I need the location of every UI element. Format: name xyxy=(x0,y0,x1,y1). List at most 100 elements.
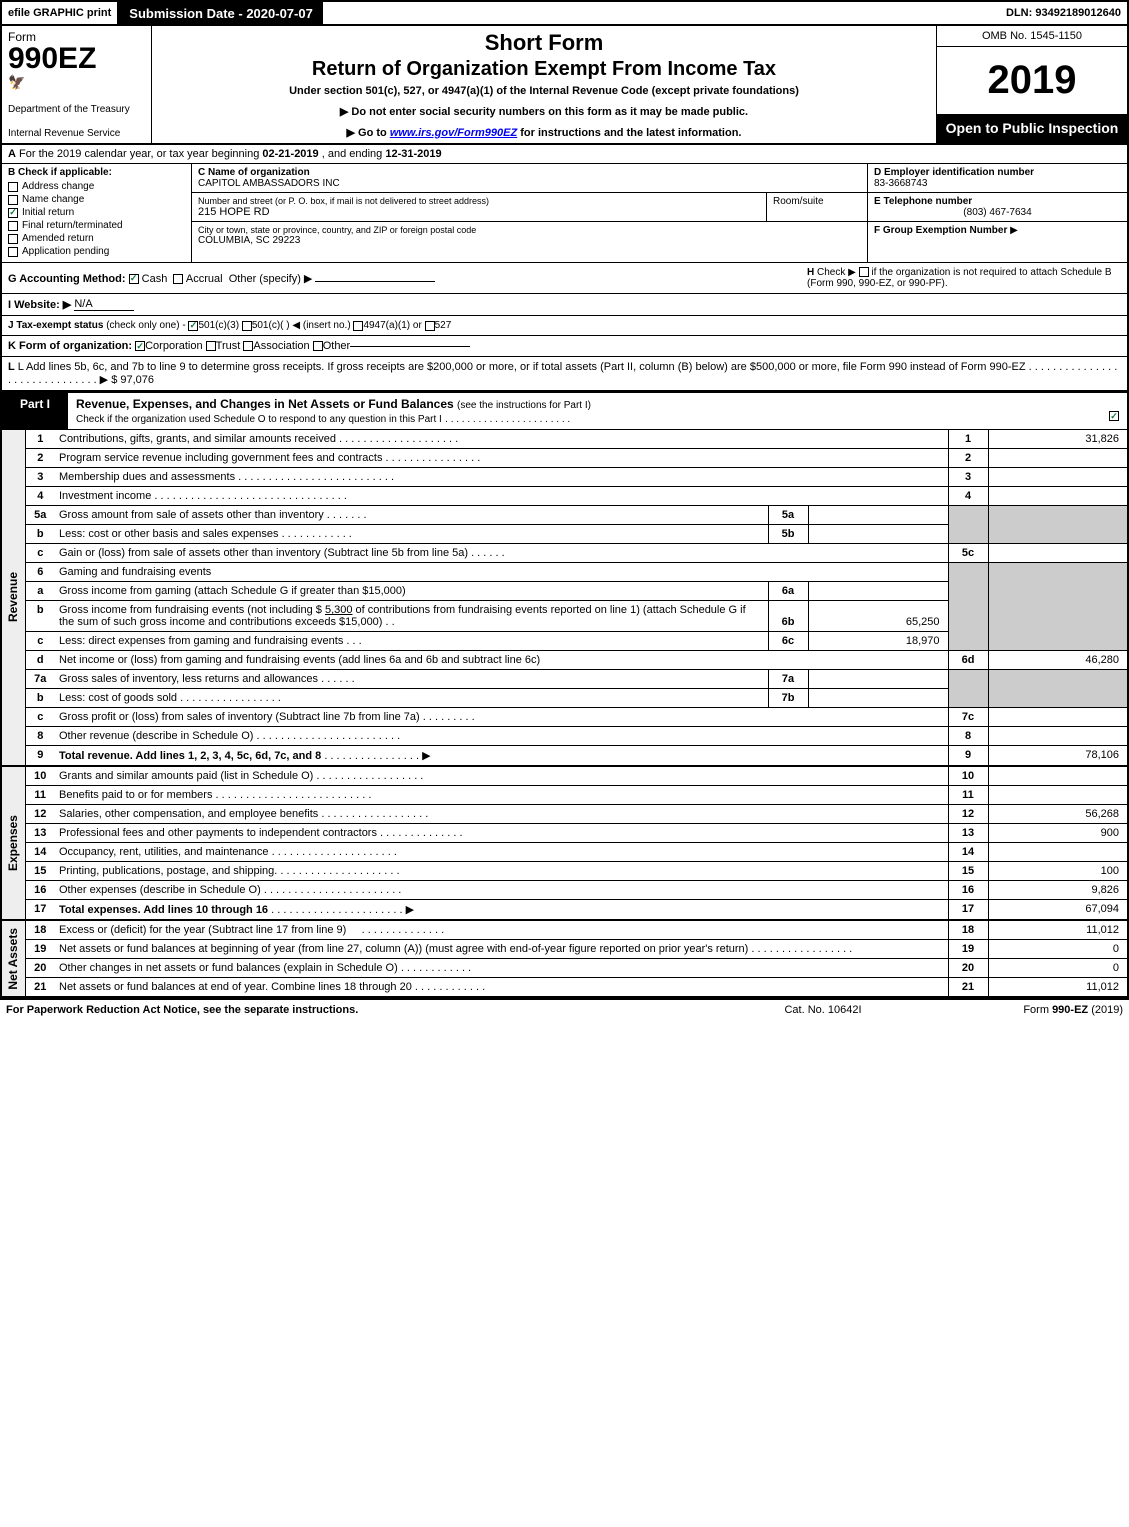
row-i: I Website: ▶ N/A xyxy=(2,294,1127,316)
checkbox-schedule-o[interactable] xyxy=(1109,411,1119,421)
ln21-mn: 21 xyxy=(948,978,988,998)
ln5c-num: c xyxy=(25,544,55,563)
row-j: J Tax-exempt status (check only one) - 5… xyxy=(2,316,1127,336)
side-net-assets-label: Net Assets xyxy=(6,928,20,990)
ln6b-sub: 6b xyxy=(768,601,808,632)
ln6b-pre: Gross income from fundraising events (no… xyxy=(59,604,325,616)
department-label: Department of the Treasury xyxy=(8,104,145,115)
city-label: City or town, state or province, country… xyxy=(198,225,861,235)
ln5b-num: b xyxy=(25,525,55,544)
ln20-amt: 0 xyxy=(988,959,1128,978)
omb-number: OMB No. 1545-1150 xyxy=(937,26,1127,47)
form-number: 990EZ xyxy=(8,44,145,74)
ln6c-num: c xyxy=(25,632,55,651)
ln17-amt: 67,094 xyxy=(988,900,1128,921)
label-accrual: Accrual xyxy=(186,273,223,285)
footer-right-pre: Form xyxy=(1023,1004,1052,1016)
e-label: E Telephone number xyxy=(874,196,1121,207)
ln6b-amt-inline: 5,300 xyxy=(325,604,353,616)
checkbox-h[interactable] xyxy=(859,267,869,277)
checkbox-assoc[interactable] xyxy=(243,341,253,351)
ln8-amt xyxy=(988,727,1128,746)
footer-right: Form 990-EZ (2019) xyxy=(923,1004,1123,1016)
page-footer: For Paperwork Reduction Act Notice, see … xyxy=(0,998,1129,1020)
label-trust: Trust xyxy=(216,340,241,352)
checkbox-501c[interactable] xyxy=(242,321,252,331)
ln16-desc: Other expenses (describe in Schedule O) … xyxy=(55,881,948,900)
checkbox-address-change[interactable] xyxy=(8,182,18,192)
other-specify-line xyxy=(315,281,435,282)
website-value: N/A xyxy=(74,298,134,311)
footer-mid: Cat. No. 10642I xyxy=(723,1004,923,1016)
top-bar: efile GRAPHIC print Submission Date - 20… xyxy=(0,0,1129,26)
ln12-desc: Salaries, other compensation, and employ… xyxy=(55,805,948,824)
ein-value: 83-3668743 xyxy=(874,178,1121,189)
ln21-num: 21 xyxy=(25,978,55,998)
begin-date: 02-21-2019 xyxy=(262,148,318,160)
label-application-pending: Application pending xyxy=(22,246,109,257)
checkbox-initial-return[interactable] xyxy=(8,208,18,218)
k-label: K Form of organization: xyxy=(8,340,132,352)
ln14-amt xyxy=(988,843,1128,862)
cell-ein: D Employer identification number 83-3668… xyxy=(868,164,1127,193)
part1-header: Part I Revenue, Expenses, and Changes in… xyxy=(0,392,1129,430)
ln18-num: 18 xyxy=(25,920,55,940)
ln7b-num: b xyxy=(25,689,55,708)
label-other-org: Other xyxy=(323,340,351,352)
checkbox-501c3[interactable] xyxy=(188,321,198,331)
ln18-mn: 18 xyxy=(948,920,988,940)
ln7a-num: 7a xyxy=(25,670,55,689)
checkbox-corp[interactable] xyxy=(135,341,145,351)
ln1-mn: 1 xyxy=(948,430,988,449)
ln20-num: 20 xyxy=(25,959,55,978)
part1-title: Revenue, Expenses, and Changes in Net As… xyxy=(68,393,1127,429)
ln6d-amt: 46,280 xyxy=(988,651,1128,670)
tax-year: 2019 xyxy=(937,47,1127,114)
ln1-num: 1 xyxy=(25,430,55,449)
cell-room: Room/suite xyxy=(767,193,867,221)
end-date: 12-31-2019 xyxy=(385,148,441,160)
footer-left: For Paperwork Reduction Act Notice, see … xyxy=(6,1004,723,1016)
ln19-amt: 0 xyxy=(988,940,1128,959)
cell-phone: E Telephone number (803) 467-7634 xyxy=(868,193,1127,222)
checkbox-final-return[interactable] xyxy=(8,221,18,231)
goto-pre: ▶ Go to xyxy=(347,127,390,139)
checkbox-name-change[interactable] xyxy=(8,195,18,205)
shade-5 xyxy=(948,506,988,544)
label-cash: Cash xyxy=(142,273,168,285)
ln6c-sub: 6c xyxy=(768,632,808,651)
footer-right-form: 990-EZ xyxy=(1052,1004,1088,1016)
label-a: A xyxy=(8,148,16,160)
ln10-mn: 10 xyxy=(948,766,988,786)
shade-7-amt xyxy=(988,670,1128,708)
cell-city: City or town, state or province, country… xyxy=(192,222,867,249)
dln-label: DLN: 93492189012640 xyxy=(1000,7,1127,19)
ln14-desc: Occupancy, rent, utilities, and maintena… xyxy=(55,843,948,862)
ln13-desc: Professional fees and other payments to … xyxy=(55,824,948,843)
ln14-mn: 14 xyxy=(948,843,988,862)
ln16-mn: 16 xyxy=(948,881,988,900)
submission-date-button[interactable]: Submission Date - 2020-07-07 xyxy=(119,2,323,24)
shade-6 xyxy=(948,563,988,651)
addr-label: Number and street (or P. O. box, if mail… xyxy=(198,196,760,206)
checkbox-527[interactable] xyxy=(425,321,435,331)
phone-value: (803) 467-7634 xyxy=(874,207,1121,218)
label-527: 527 xyxy=(435,320,452,331)
part1-table: Revenue 1 Contributions, gifts, grants, … xyxy=(0,430,1129,998)
checkbox-other-org[interactable] xyxy=(313,341,323,351)
checkbox-accrual[interactable] xyxy=(173,274,183,284)
checkbox-4947[interactable] xyxy=(353,321,363,331)
f-label: F Group Exemption Number xyxy=(874,225,1007,236)
org-name: CAPITOL AMBASSADORS INC xyxy=(198,178,861,189)
treasury-seal-icon: 🦅 xyxy=(8,74,145,91)
irs-link[interactable]: www.irs.gov/Form990EZ xyxy=(390,127,517,139)
efile-label[interactable]: efile GRAPHIC print xyxy=(2,2,119,24)
ln5b-sub: 5b xyxy=(768,525,808,544)
ln6b-desc: Gross income from fundraising events (no… xyxy=(55,601,768,632)
checkbox-application-pending[interactable] xyxy=(8,247,18,257)
checkbox-amended-return[interactable] xyxy=(8,234,18,244)
checkbox-cash[interactable] xyxy=(129,274,139,284)
ln17-num: 17 xyxy=(25,900,55,921)
ln7c-mn: 7c xyxy=(948,708,988,727)
checkbox-trust[interactable] xyxy=(206,341,216,351)
